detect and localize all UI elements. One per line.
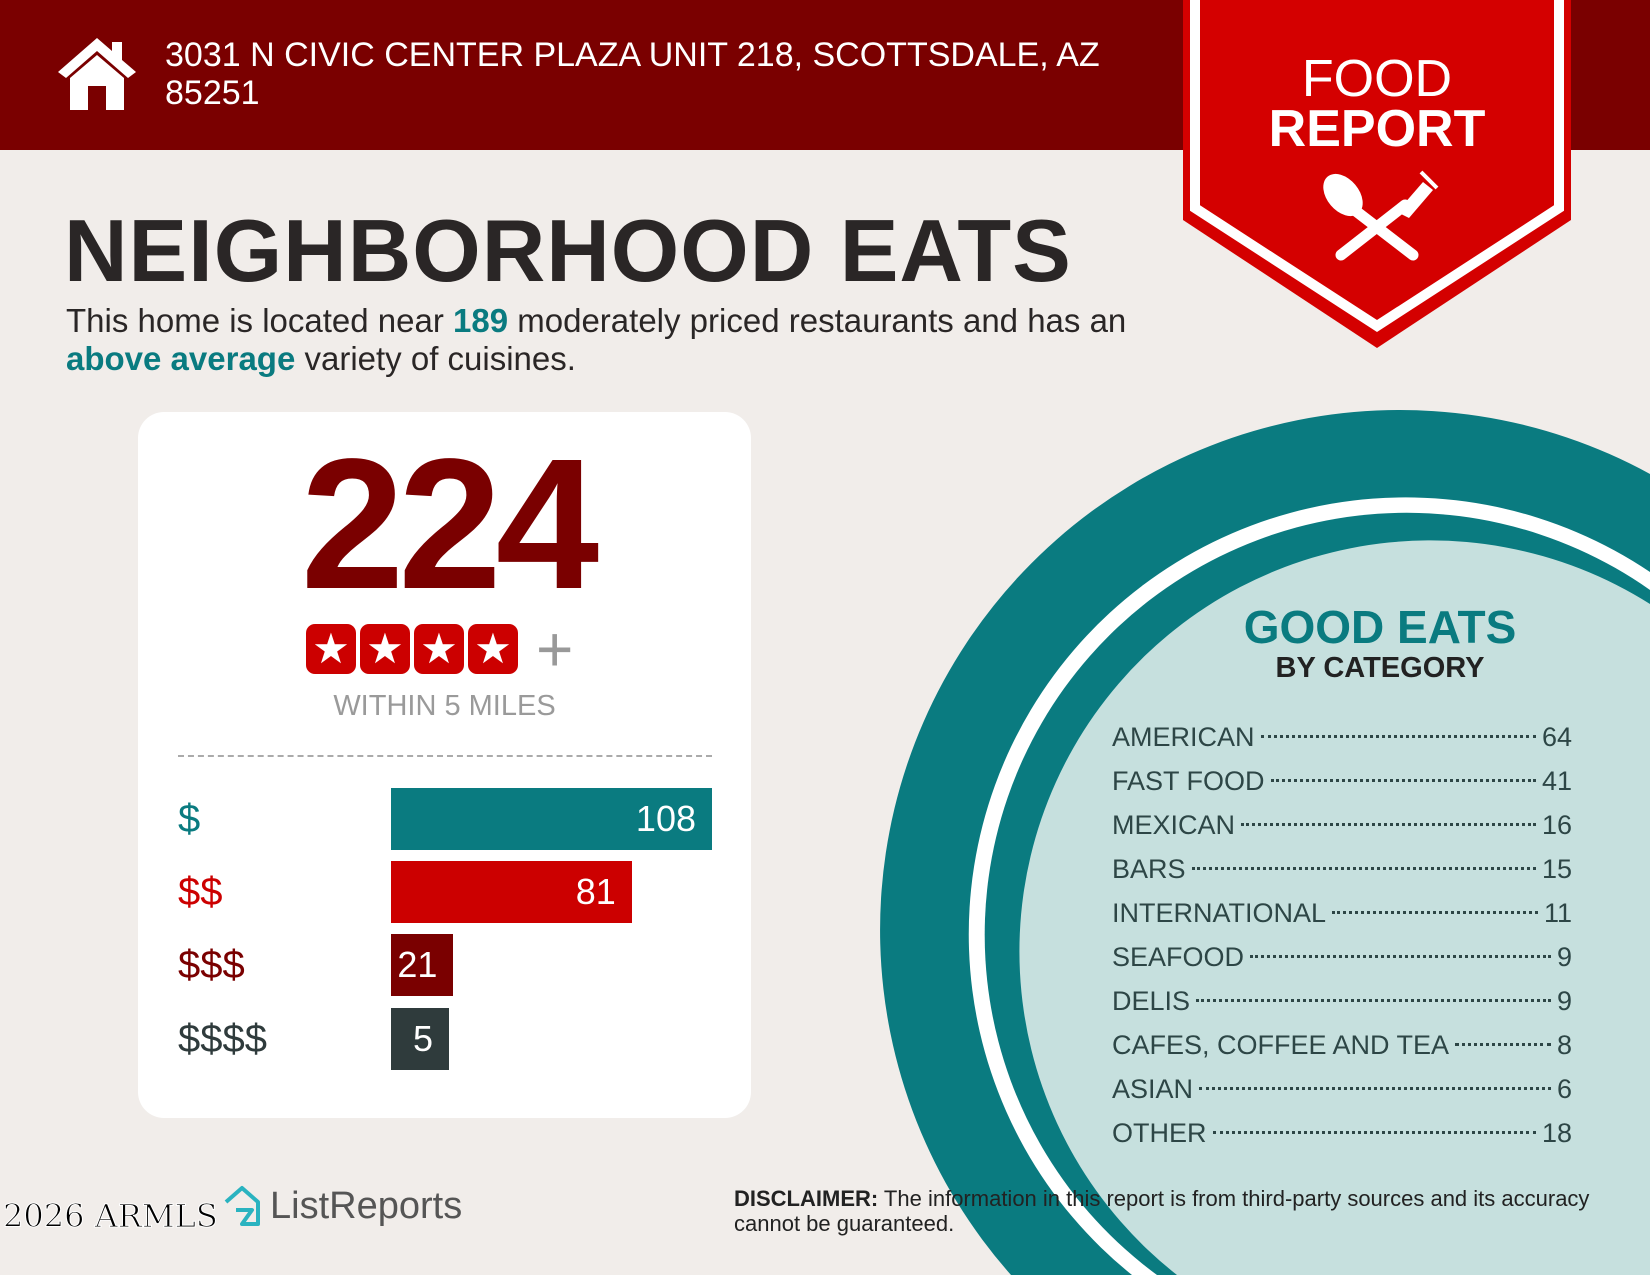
- total-restaurants: 224: [300, 421, 599, 628]
- category-row: OTHER 18: [1112, 1111, 1572, 1155]
- disclaimer-label: DISCLAIMER:: [734, 1186, 879, 1211]
- restaurant-count: 189: [453, 302, 509, 339]
- good-eats-subtitle: BY CATEGORY: [1275, 652, 1485, 684]
- dot-leader: [1260, 735, 1536, 738]
- copyright-watermark: 2026 ARMLS: [3, 1197, 219, 1236]
- dot-leader: [1270, 779, 1536, 782]
- category-name: SEAFOOD: [1112, 942, 1245, 972]
- distance-label: WITHIN 5 MILES: [333, 690, 556, 722]
- banner-line1: FOOD: [1302, 50, 1452, 108]
- category-row: FAST FOOD 41: [1112, 759, 1572, 803]
- category-name: ASIAN: [1112, 1074, 1194, 1104]
- dot-leader: [1196, 999, 1551, 1002]
- category-count: 18: [1541, 1118, 1572, 1148]
- category-name: MEXICAN: [1112, 810, 1236, 840]
- divider: [178, 755, 712, 757]
- price-tier-label: $$$: [178, 943, 245, 987]
- category-count: 9: [1556, 942, 1572, 972]
- category-row: INTERNATIONAL 11: [1112, 891, 1572, 935]
- category-name: INTERNATIONAL: [1112, 898, 1327, 928]
- good-eats-title: GOOD EATS: [1243, 601, 1517, 653]
- restaurant-count-card: [138, 412, 751, 1118]
- plus-icon: +: [536, 613, 574, 685]
- category-count: 41: [1541, 766, 1572, 796]
- price-tier-label: $: [178, 797, 201, 841]
- category-count: 64: [1541, 722, 1572, 752]
- category-row: BARS 15: [1112, 847, 1572, 891]
- category-count: 11: [1543, 898, 1572, 928]
- property-address: 3031 N CIVIC CENTER PLAZA UNIT 218, SCOT…: [165, 36, 1100, 112]
- dot-leader: [1191, 867, 1536, 870]
- listreports-logo: ListReports: [222, 1184, 462, 1228]
- logo-house-icon: [224, 1186, 260, 1226]
- category-row: DELIS 9: [1112, 979, 1572, 1023]
- category-name: BARS: [1112, 854, 1186, 884]
- price-tier-bar: 5: [391, 1008, 449, 1070]
- category-name: CAFES, COFFEE AND TEA: [1112, 1030, 1450, 1060]
- price-tier-bar: 21: [391, 934, 454, 996]
- category-name: FAST FOOD: [1112, 766, 1265, 796]
- disclaimer-text: The information in this report is from t…: [734, 1186, 1590, 1236]
- summary-mid: moderately priced restaurants and has an: [508, 302, 1127, 339]
- variety-rating: above average: [66, 340, 296, 377]
- category-count: 15: [1541, 854, 1572, 884]
- category-list: AMERICAN 64 FAST FOOD 41 MEXICAN 16 BARS 15 INTE…: [1112, 715, 1572, 1155]
- category-count: 8: [1556, 1030, 1572, 1060]
- category-name: DELIS: [1112, 986, 1191, 1016]
- price-tier-bar: 81: [391, 861, 632, 923]
- category-row: SEAFOOD 9: [1112, 935, 1572, 979]
- category-count: 6: [1556, 1074, 1572, 1104]
- food-report-banner: FOOD REPORT: [1183, 0, 1571, 348]
- banner-line2: REPORT: [1269, 100, 1486, 158]
- category-count: 9: [1556, 986, 1572, 1016]
- star-icon: ★: [414, 624, 464, 674]
- price-tier-label: $$$$: [178, 1017, 267, 1061]
- category-count: 16: [1541, 810, 1572, 840]
- dot-leader: [1241, 823, 1536, 826]
- star-icon: ★: [360, 624, 410, 674]
- category-row: MEXICAN 16: [1112, 803, 1572, 847]
- dot-leader: [1212, 1131, 1536, 1134]
- star-icon: ★: [468, 624, 518, 674]
- house-icon: [58, 38, 136, 110]
- summary-pre: This home is located near: [66, 302, 454, 339]
- category-row: CAFES, COFFEE AND TEA 8: [1112, 1023, 1572, 1067]
- spoon-fork-icon: [1323, 170, 1439, 261]
- price-tier-label: $$: [178, 870, 223, 914]
- disclaimer: DISCLAIMER: The information in this repo…: [734, 1186, 1614, 1236]
- dot-leader: [1199, 1087, 1551, 1090]
- logo-text: ListReports: [270, 1184, 463, 1227]
- category-row: AMERICAN 64: [1112, 715, 1572, 759]
- category-name: AMERICAN: [1112, 722, 1255, 752]
- star-icon: ★: [306, 624, 356, 674]
- category-row: ASIAN 6: [1112, 1067, 1572, 1111]
- category-name: OTHER: [1112, 1118, 1207, 1148]
- summary-post: variety of cuisines.: [295, 340, 576, 377]
- dot-leader: [1332, 911, 1538, 914]
- star-rating: ★ ★ ★ ★ +: [306, 613, 574, 685]
- summary-text: This home is located near 189 moderately…: [66, 302, 1166, 378]
- dot-leader: [1250, 955, 1551, 958]
- page-title: NEIGHBORHOOD EATS: [64, 201, 1072, 300]
- dot-leader: [1455, 1043, 1551, 1046]
- price-tier-bar: 108: [391, 788, 712, 850]
